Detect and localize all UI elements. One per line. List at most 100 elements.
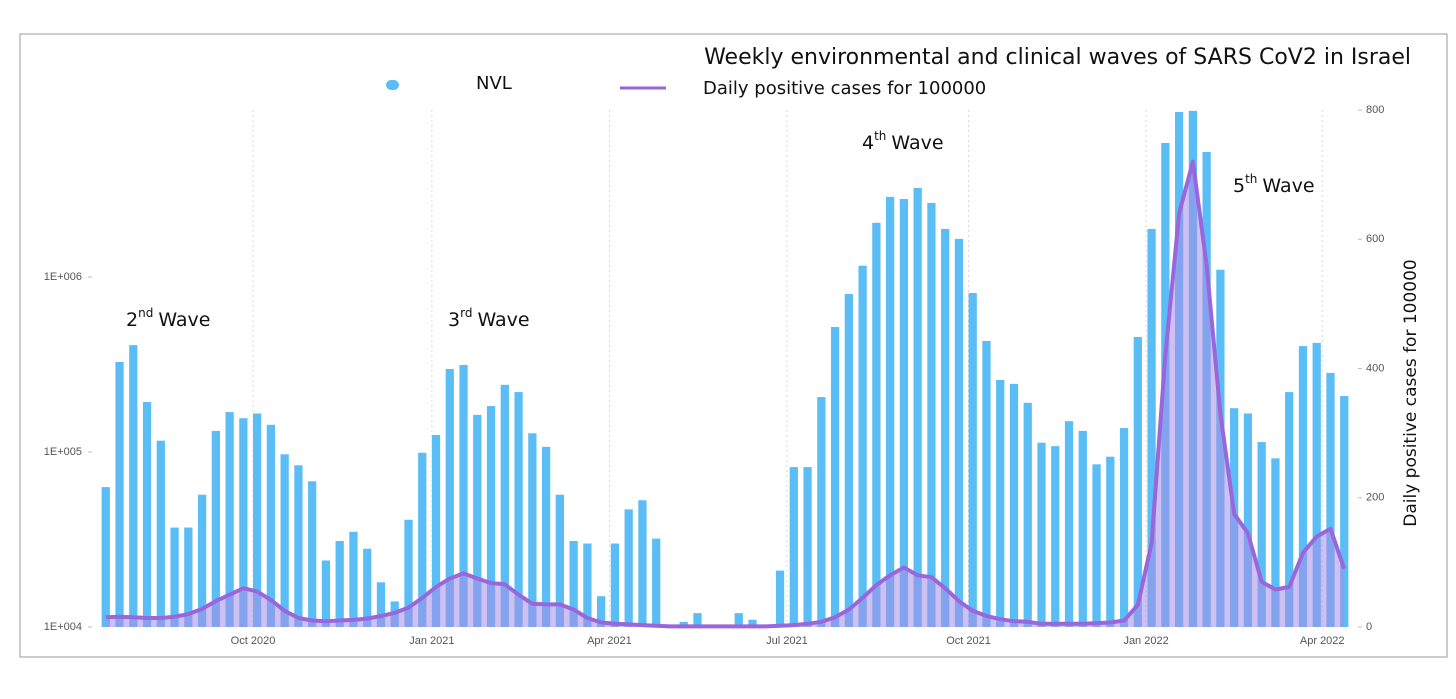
bar bbox=[693, 613, 702, 627]
bar bbox=[1133, 337, 1142, 627]
bar bbox=[734, 613, 743, 627]
bar bbox=[156, 440, 165, 627]
annotation-ordinal: th bbox=[1245, 172, 1257, 186]
bar bbox=[1312, 342, 1321, 627]
bar bbox=[652, 538, 661, 627]
y2-tick-label: 600 bbox=[1366, 233, 1384, 245]
bar bbox=[858, 265, 867, 627]
y2-tick-label: 200 bbox=[1366, 492, 1384, 504]
bar bbox=[500, 384, 509, 627]
bar bbox=[1106, 456, 1115, 627]
bar bbox=[789, 467, 798, 627]
bar bbox=[1257, 442, 1266, 627]
bar bbox=[899, 199, 909, 627]
bar bbox=[1078, 430, 1087, 627]
area bbox=[105, 161, 1345, 627]
bar bbox=[142, 402, 152, 627]
bar bbox=[1326, 372, 1335, 627]
x-tick-label: Oct 2020 bbox=[231, 635, 276, 647]
bar bbox=[266, 424, 276, 627]
annotation-number: 4 bbox=[862, 132, 874, 154]
bar bbox=[335, 541, 344, 627]
annotation: 5th Wave bbox=[1233, 172, 1315, 197]
y2-axis-title: Daily positive cases for 100000 bbox=[1401, 259, 1421, 527]
bar bbox=[197, 494, 207, 627]
bar bbox=[996, 379, 1005, 627]
bar bbox=[211, 430, 220, 627]
x-tick-label: Jan 2021 bbox=[409, 635, 454, 647]
bar bbox=[1009, 383, 1019, 627]
bar bbox=[349, 531, 358, 627]
bar bbox=[817, 397, 826, 627]
bar bbox=[528, 433, 537, 627]
bar bbox=[253, 413, 262, 627]
bar bbox=[968, 293, 977, 627]
bars bbox=[101, 110, 1349, 628]
bar bbox=[1298, 346, 1308, 627]
bar bbox=[101, 487, 110, 627]
bar bbox=[1064, 421, 1074, 627]
annotation-text: Wave bbox=[1262, 175, 1314, 197]
annotation-text: Wave bbox=[158, 309, 210, 331]
bar bbox=[1092, 464, 1101, 627]
bar bbox=[569, 541, 578, 627]
chart-title: Weekly environmental and clinical waves … bbox=[704, 45, 1411, 70]
bar bbox=[486, 406, 496, 627]
bar bbox=[404, 519, 413, 627]
x-tick-label: Apr 2021 bbox=[587, 635, 632, 647]
x-tick-label: Jul 2021 bbox=[766, 635, 808, 647]
bar bbox=[308, 481, 317, 627]
x-tick-label: Oct 2021 bbox=[946, 635, 991, 647]
annotation-ordinal: rd bbox=[460, 306, 472, 320]
y2-tick-label: 400 bbox=[1366, 362, 1384, 374]
bar bbox=[886, 196, 895, 627]
line bbox=[105, 159, 1347, 629]
annotation-ordinal: nd bbox=[138, 306, 153, 320]
bar bbox=[170, 527, 179, 627]
bar bbox=[597, 596, 606, 627]
bar bbox=[363, 548, 372, 627]
bar bbox=[872, 222, 881, 627]
bar bbox=[844, 293, 853, 627]
bar bbox=[184, 527, 193, 627]
bar bbox=[954, 238, 964, 627]
bar bbox=[775, 570, 785, 627]
bar bbox=[1119, 428, 1129, 627]
annotation-text: Wave bbox=[477, 309, 529, 331]
labels: Oct 2020 Jan 2021 Apr 2021 Jul 2021 Oct 2021… bbox=[44, 104, 1385, 647]
bar bbox=[583, 543, 592, 627]
bar bbox=[431, 435, 441, 627]
annotation-number: 5 bbox=[1233, 175, 1245, 197]
bar bbox=[913, 187, 922, 628]
bar bbox=[445, 369, 454, 627]
y-tick-label: 1E+005 bbox=[44, 446, 82, 458]
bar bbox=[1243, 413, 1253, 627]
annotation-text: Wave bbox=[891, 132, 943, 154]
legend-label: NVL bbox=[476, 73, 512, 94]
bar bbox=[1051, 446, 1060, 627]
bar bbox=[129, 345, 138, 627]
bar bbox=[294, 465, 303, 627]
bar bbox=[239, 418, 248, 627]
bar bbox=[555, 494, 564, 627]
bar bbox=[803, 467, 812, 627]
bar bbox=[748, 619, 757, 627]
y-tick-label: 1E+004 bbox=[44, 621, 82, 633]
bar bbox=[115, 361, 124, 627]
bar bbox=[1023, 402, 1032, 627]
bar bbox=[927, 202, 936, 627]
annotation: 4th Wave bbox=[862, 129, 944, 154]
x-tick-label: Jan 2022 bbox=[1123, 635, 1168, 647]
bar bbox=[418, 452, 427, 627]
bar bbox=[473, 414, 482, 627]
x-tick-label: Apr 2022 bbox=[1300, 635, 1345, 647]
annotation: 3rd Wave bbox=[448, 306, 530, 331]
legend-swatch bbox=[386, 80, 399, 90]
bar bbox=[280, 454, 289, 627]
bar bbox=[638, 500, 647, 627]
bar bbox=[624, 509, 633, 627]
bar bbox=[941, 229, 950, 628]
bar bbox=[982, 340, 991, 627]
bar bbox=[1340, 395, 1349, 627]
bar bbox=[610, 543, 620, 627]
